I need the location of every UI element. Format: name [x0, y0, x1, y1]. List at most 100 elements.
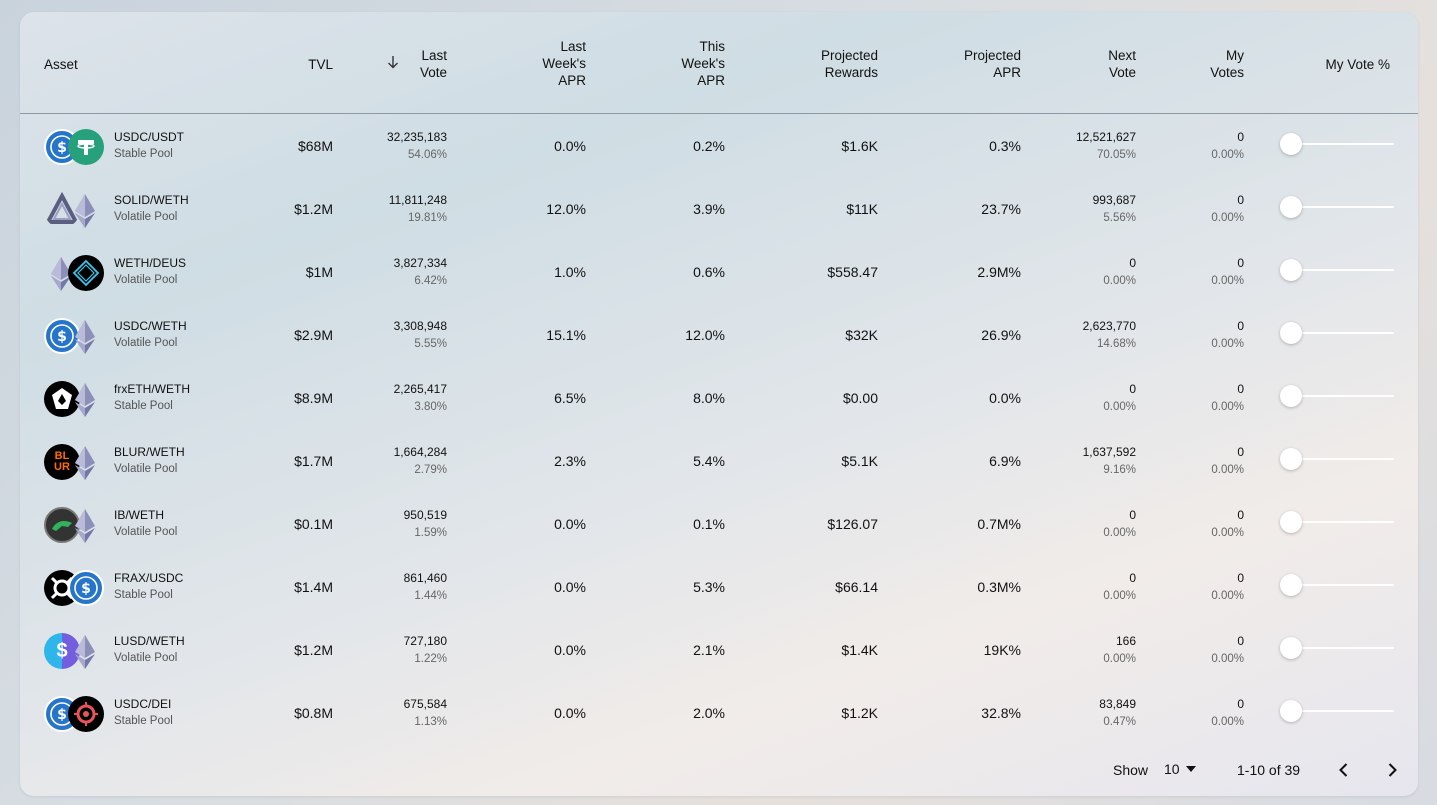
slider-track[interactable] — [1288, 143, 1394, 145]
solid-icon — [44, 192, 80, 228]
vote-slider[interactable] — [1280, 322, 1394, 344]
slider-thumb[interactable] — [1280, 259, 1302, 281]
last-vote-value: 950,519 — [403, 508, 447, 522]
pair-name[interactable]: USDC/USDT — [114, 130, 185, 144]
pair-name[interactable]: SOLID/WETH — [114, 193, 189, 207]
projected-rewards-value: $558.47 — [827, 264, 878, 280]
weth-icon — [75, 446, 95, 480]
pair-name[interactable]: LUSD/WETH — [114, 634, 185, 648]
next-vote-value: 0 — [1129, 508, 1136, 522]
slider-track[interactable] — [1288, 269, 1394, 271]
pair-name[interactable]: USDC/DEI — [114, 697, 172, 711]
last-week-apr-value: 6.5% — [554, 390, 586, 406]
svg-text:$: $ — [81, 581, 91, 597]
token-pair-icons: $ — [44, 695, 106, 733]
slider-thumb[interactable] — [1280, 574, 1302, 596]
header-projected-rewards[interactable]: Projected Rewards — [820, 48, 878, 80]
last-vote-pct: 5.55% — [414, 338, 447, 350]
last-vote-pct: 1.44% — [414, 590, 447, 602]
svg-text:$: $ — [57, 329, 67, 345]
header-next-vote[interactable]: Next Vote — [1108, 48, 1136, 80]
projected-apr-value: 26.9% — [981, 327, 1021, 343]
header-my-vote-pct[interactable]: My Vote % — [1325, 57, 1390, 72]
page-size-select[interactable]: 10 — [1164, 761, 1196, 777]
slider-track[interactable] — [1288, 710, 1394, 712]
slider-thumb[interactable] — [1280, 133, 1302, 155]
projected-rewards-value: $1.2K — [841, 705, 878, 721]
slider-track[interactable] — [1288, 332, 1394, 334]
last-vote-pct: 1.13% — [414, 716, 447, 728]
projected-apr-value: 6.9% — [989, 453, 1021, 469]
pair-name[interactable]: frxETH/WETH — [114, 382, 190, 396]
header-my-votes[interactable]: My Votes — [1210, 48, 1244, 80]
header-last-week-apr[interactable]: Last Week's APR — [542, 39, 586, 88]
slider-thumb[interactable] — [1280, 196, 1302, 218]
pool-type: Stable Pool — [114, 400, 173, 412]
token-pair-icons: $ — [44, 317, 106, 355]
slider-track[interactable] — [1288, 206, 1394, 208]
frxeth-icon — [44, 381, 80, 417]
header-tvl[interactable]: TVL — [308, 57, 333, 72]
table-row: WETH/DEUS Volatile Pool $1M 3,827,334 6.42% 1… — [20, 240, 1418, 303]
weth-icon — [75, 194, 95, 228]
sort-down-icon[interactable] — [386, 54, 400, 70]
pair-name[interactable]: FRAX/USDC — [114, 571, 184, 585]
vote-slider[interactable] — [1280, 133, 1394, 155]
slider-thumb[interactable] — [1280, 385, 1302, 407]
slider-thumb[interactable] — [1280, 511, 1302, 533]
slider-thumb[interactable] — [1280, 322, 1302, 344]
vote-slider[interactable] — [1280, 448, 1394, 470]
chevron-left-icon[interactable] — [1334, 760, 1354, 780]
chevron-right-icon[interactable] — [1382, 760, 1402, 780]
token-pair-icons: $ — [44, 569, 106, 607]
blur-icon: BL UR — [44, 444, 80, 480]
projected-rewards-value: $0.00 — [842, 390, 878, 406]
next-vote-value: 166 — [1115, 634, 1136, 648]
last-vote-pct: 6.42% — [414, 275, 447, 287]
pair-name[interactable]: BLUR/WETH — [114, 445, 185, 459]
vote-slider[interactable] — [1280, 196, 1394, 218]
token-pair-icons: BL UR — [44, 443, 106, 481]
slider-track[interactable] — [1288, 395, 1394, 397]
this-week-apr-value: 2.1% — [693, 642, 725, 658]
header-this-week-apr[interactable]: This Week's APR — [681, 39, 725, 88]
last-vote-value: 1,664,284 — [393, 445, 447, 459]
next-vote-pct: 5.56% — [1103, 212, 1136, 224]
slider-track[interactable] — [1288, 521, 1394, 523]
header-projected-apr[interactable]: Projected APR — [963, 48, 1021, 80]
vote-slider[interactable] — [1280, 637, 1394, 659]
pair-name[interactable]: WETH/DEUS — [114, 256, 186, 270]
my-votes-value: 0 — [1237, 445, 1244, 459]
projected-apr-value: 32.8% — [981, 705, 1021, 721]
my-votes-pct: 0.00% — [1211, 338, 1244, 350]
vote-slider[interactable] — [1280, 511, 1394, 533]
my-votes-pct: 0.00% — [1211, 401, 1244, 413]
slider-track[interactable] — [1288, 647, 1394, 649]
vote-slider[interactable] — [1280, 259, 1394, 281]
this-week-apr-value: 12.0% — [685, 327, 725, 343]
token-pair-icons — [44, 506, 106, 544]
my-votes-pct: 0.00% — [1211, 590, 1244, 602]
last-vote-value: 32,235,183 — [386, 130, 447, 144]
last-vote-value: 3,308,948 — [393, 319, 447, 333]
pair-name[interactable]: IB/WETH — [114, 508, 164, 522]
last-vote-value: 727,180 — [403, 634, 447, 648]
slider-track[interactable] — [1288, 458, 1394, 460]
slider-thumb[interactable] — [1280, 637, 1302, 659]
vote-slider[interactable] — [1280, 700, 1394, 722]
header-last-vote[interactable]: Last Vote — [419, 48, 447, 80]
slider-thumb[interactable] — [1280, 448, 1302, 470]
pair-name[interactable]: USDC/WETH — [114, 319, 187, 333]
vote-slider[interactable] — [1280, 574, 1394, 596]
token-pair-icons: $ — [44, 632, 106, 670]
pool-type: Volatile Pool — [114, 652, 178, 664]
last-week-apr-value: 12.0% — [546, 201, 586, 217]
projected-apr-value: 23.7% — [981, 201, 1021, 217]
slider-thumb[interactable] — [1280, 700, 1302, 722]
tvl-value: $1.2M — [294, 642, 333, 658]
tvl-value: $1M — [305, 264, 333, 280]
slider-track[interactable] — [1288, 584, 1394, 586]
my-votes-pct: 0.00% — [1211, 464, 1244, 476]
this-week-apr-value: 0.2% — [693, 138, 725, 154]
vote-slider[interactable] — [1280, 385, 1394, 407]
